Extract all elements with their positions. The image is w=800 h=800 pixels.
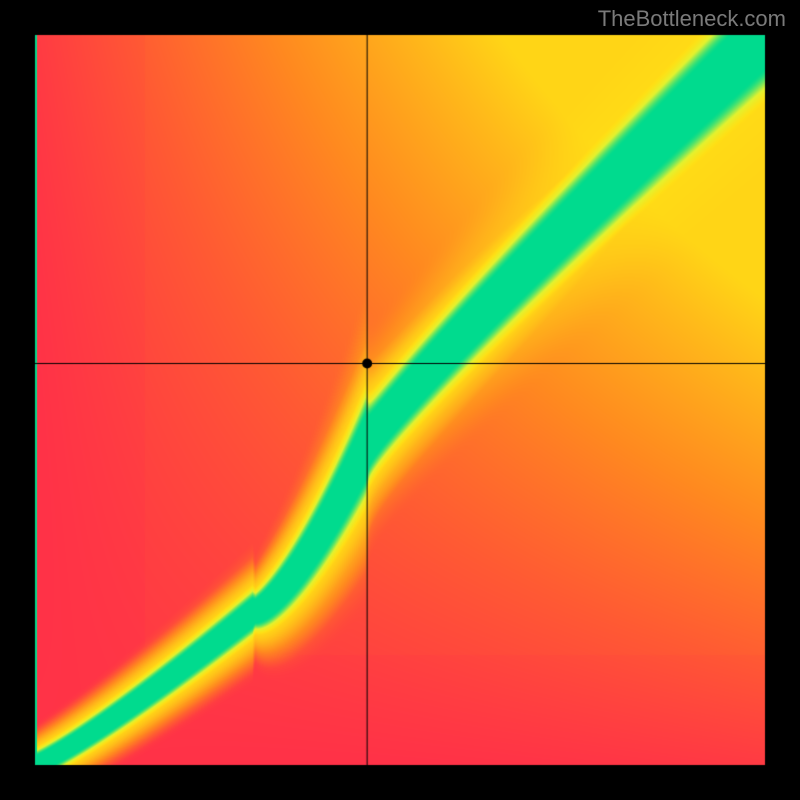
chart-container: TheBottleneck.com [0, 0, 800, 800]
heatmap-canvas [0, 0, 800, 800]
watermark-text: TheBottleneck.com [598, 6, 786, 32]
